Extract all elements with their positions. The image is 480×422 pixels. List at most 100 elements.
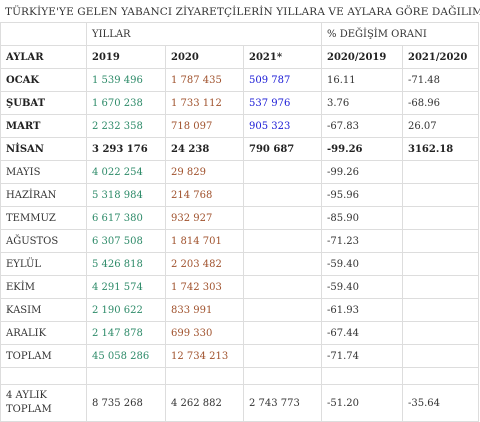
table-row: ŞUBAT 1 670 238 1 733 112 537 976 3.76 -68.96 — [0, 91, 480, 115]
change-2020-2019-cell: -99.26 — [321, 160, 404, 184]
change-2020-2019-cell: -67.83 — [321, 114, 404, 138]
visitors-table: YILLAR % DEĞİŞİM ORANI AYLAR 2019 2020 2… — [0, 22, 480, 422]
change-2021-2020-cell: -71.48 — [402, 68, 480, 92]
value-2021-cell: 905 323 — [242, 114, 323, 138]
change-2020-2019-cell: -59.40 — [321, 275, 404, 299]
value-2021-cell — [242, 252, 323, 276]
summary-label-line2: TOPLAM — [6, 404, 52, 415]
summary-label-cell: 4 AYLIK TOPLAM — [0, 384, 87, 422]
month-cell: HAZİRAN — [0, 183, 87, 207]
table-row: AĞUSTOS 6 307 508 1 814 701 -71.23 — [0, 229, 480, 253]
change-2021-2020-cell — [402, 344, 480, 368]
value-2020-cell: 1 742 303 — [165, 275, 244, 299]
empty-header-cell — [0, 22, 87, 46]
summary-y2019-cell: 8 735 268 — [86, 384, 166, 422]
value-2019-cell: 4 291 574 — [86, 275, 166, 299]
month-cell: MAYIS — [0, 160, 87, 184]
value-2019-cell: 45 058 286 — [86, 344, 166, 368]
col-header-2019: 2019 — [86, 45, 166, 69]
value-2020-cell: 1 787 435 — [165, 68, 244, 92]
value-2019-cell: 4 022 254 — [86, 160, 166, 184]
value-2019-cell: 6 307 508 — [86, 229, 166, 253]
col-header-month: AYLAR — [0, 45, 87, 69]
value-2021-cell — [242, 298, 323, 322]
years-group-header: YILLAR — [85, 22, 323, 46]
table-title: TÜRKİYE'YE GELEN YABANCI ZİYARETÇİLERİN … — [5, 6, 480, 18]
spacer-cell — [86, 367, 166, 385]
col-header-change-2020-2019: 2020/2019 — [321, 45, 404, 69]
value-2020-cell: 932 927 — [165, 206, 244, 230]
value-2020-cell: 833 991 — [165, 298, 244, 322]
value-2021-cell — [242, 183, 323, 207]
table-row: MAYIS 4 022 254 29 829 -99.26 — [0, 160, 480, 184]
month-cell: KASIM — [0, 298, 87, 322]
spacer-cell — [0, 367, 87, 385]
value-2020-cell: 24 238 — [165, 137, 244, 161]
spacer-cell — [242, 367, 323, 385]
table-row: TOPLAM 45 058 286 12 734 213 -71.74 — [0, 344, 480, 368]
change-group-header: % DEĞİŞİM ORANI — [321, 22, 480, 46]
table-row: ARALIK 2 147 878 699 330 -67.44 — [0, 321, 480, 345]
month-cell: ARALIK — [0, 321, 87, 345]
change-2021-2020-cell — [402, 206, 480, 230]
value-2020-cell: 29 829 — [165, 160, 244, 184]
column-header-row: AYLAR 2019 2020 2021* 2020/2019 2021/202… — [0, 45, 480, 69]
table-row: TEMMUZ 6 617 380 932 927 -85.90 — [0, 206, 480, 230]
change-2021-2020-cell — [402, 183, 480, 207]
spacer-cell — [321, 367, 404, 385]
change-2021-2020-cell: -68.96 — [402, 91, 480, 115]
change-2021-2020-cell — [402, 275, 480, 299]
spacer-cell — [165, 367, 244, 385]
spacer-row — [0, 367, 480, 385]
value-2019-cell: 5 426 818 — [86, 252, 166, 276]
table-row: OCAK 1 539 496 1 787 435 509 787 16.11 -71.48 — [0, 68, 480, 92]
change-2021-2020-cell — [402, 298, 480, 322]
col-header-2021: 2021* — [242, 45, 323, 69]
value-2019-cell: 1 670 238 — [86, 91, 166, 115]
value-2021-cell — [242, 229, 323, 253]
change-2020-2019-cell: 3.76 — [321, 91, 404, 115]
table-row: EYLÜL 5 426 818 2 203 482 -59.40 — [0, 252, 480, 276]
value-2021-cell — [242, 160, 323, 184]
group-header-row: YILLAR % DEĞİŞİM ORANI — [0, 22, 480, 46]
value-2020-cell: 1 733 112 — [165, 91, 244, 115]
col-header-change-2021-2020: 2021/2020 — [402, 45, 480, 69]
summary-ch1-cell: -51.20 — [321, 384, 404, 422]
table-row: NİSAN 3 293 176 24 238 790 687 -99.26 3162.18 — [0, 137, 480, 161]
table-row: HAZİRAN 5 318 984 214 768 -95.96 — [0, 183, 480, 207]
month-cell: MART — [0, 114, 87, 138]
change-2021-2020-cell: 26.07 — [402, 114, 480, 138]
change-2020-2019-cell: 16.11 — [321, 68, 404, 92]
month-cell: ŞUBAT — [0, 91, 87, 115]
spacer-cell — [402, 367, 480, 385]
value-2019-cell: 1 539 496 — [86, 68, 166, 92]
month-cell: TOPLAM — [0, 344, 87, 368]
table-row: EKİM 4 291 574 1 742 303 -59.40 — [0, 275, 480, 299]
value-2019-cell: 2 232 358 — [86, 114, 166, 138]
value-2020-cell: 2 203 482 — [165, 252, 244, 276]
month-cell: TEMMUZ — [0, 206, 87, 230]
value-2020-cell: 718 097 — [165, 114, 244, 138]
value-2020-cell: 12 734 213 — [165, 344, 244, 368]
value-2019-cell: 5 318 984 — [86, 183, 166, 207]
change-2020-2019-cell: -67.44 — [321, 321, 404, 345]
summary-label-line1: 4 AYLIK — [6, 390, 48, 401]
value-2019-cell: 2 190 622 — [86, 298, 166, 322]
change-2021-2020-cell — [402, 229, 480, 253]
col-header-2020: 2020 — [165, 45, 244, 69]
value-2021-cell — [242, 275, 323, 299]
change-2020-2019-cell: -59.40 — [321, 252, 404, 276]
value-2021-cell: 509 787 — [242, 68, 323, 92]
change-2020-2019-cell: -99.26 — [321, 137, 404, 161]
table-row: MART 2 232 358 718 097 905 323 -67.83 26.07 — [0, 114, 480, 138]
month-cell: NİSAN — [0, 137, 87, 161]
value-2021-cell — [242, 344, 323, 368]
value-2019-cell: 2 147 878 — [86, 321, 166, 345]
value-2021-cell — [242, 321, 323, 345]
month-cell: EKİM — [0, 275, 87, 299]
month-cell: AĞUSTOS — [0, 229, 87, 253]
change-2020-2019-cell: -71.23 — [321, 229, 404, 253]
change-2021-2020-cell: 3162.18 — [402, 137, 480, 161]
value-2019-cell: 6 617 380 — [86, 206, 166, 230]
